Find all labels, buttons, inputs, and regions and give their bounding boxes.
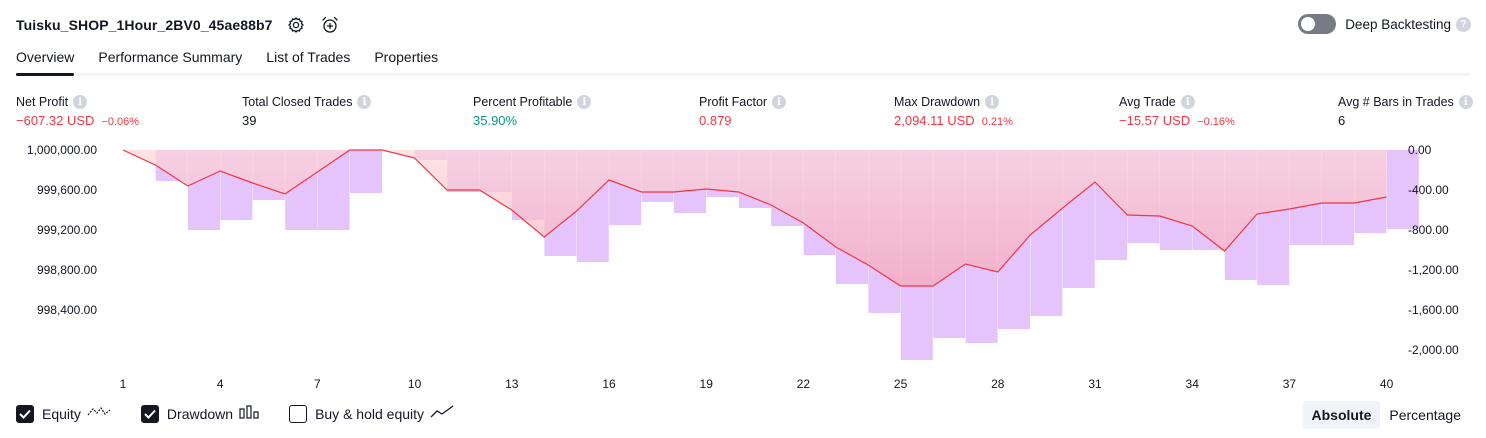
metric-label: Percent Profitable [473, 95, 573, 109]
strategy-title: Tuisku_SHOP_1Hour_2BV0_45ae88b7 [16, 17, 273, 33]
metric-label: Avg Trade [1119, 95, 1176, 109]
deep-backtesting-label: Deep Backtesting [1345, 16, 1451, 32]
equity-area [123, 150, 1387, 286]
right-axis-tick: -1,600.00 [1408, 303, 1459, 317]
metric-max-drawdown: Max Drawdown i 2,094.11 USD 0.21% [894, 94, 1013, 129]
x-axis-tick: 31 [1088, 377, 1102, 391]
right-axis-tick: -1,200.00 [1408, 263, 1459, 277]
x-axis-tick: 10 [408, 377, 422, 391]
metric-percent: −0.06% [101, 116, 140, 128]
tab-performance-summary[interactable]: Performance Summary [98, 49, 243, 65]
chart-legend: Equity Drawdown Buy & hold equity [16, 402, 484, 426]
metric-net-profit: Net Profit i −607.32 USD −0.06% [16, 94, 139, 129]
metric-label: Max Drawdown [894, 95, 981, 109]
metric-total-closed-trades: Total Closed Trades i 39 [242, 94, 372, 129]
x-axis-tick: 7 [314, 377, 321, 391]
left-axis-tick: 999,200.00 [37, 223, 97, 237]
metric-percent: 0.21% [981, 116, 1013, 128]
metric-profit-factor: Profit Factor i 0.879 [699, 94, 787, 129]
metric-label: Avg # Bars in Trades [1338, 95, 1454, 109]
x-axis-tick: 16 [602, 377, 616, 391]
metric-percent-profitable: Percent Profitable i 35.90% [473, 94, 592, 129]
x-axis-tick: 28 [991, 377, 1005, 391]
metric-value: 0.879 [699, 113, 732, 128]
trend-line-icon [430, 404, 454, 424]
right-axis-tick: 0.00 [1408, 143, 1432, 157]
tab-overview[interactable]: Overview [16, 44, 75, 76]
info-icon[interactable]: i [73, 95, 88, 109]
info-icon[interactable]: i [985, 95, 1000, 109]
left-axis-tick: 998,400.00 [37, 303, 97, 317]
checkbox-unchecked-icon[interactable] [289, 405, 308, 423]
metric-value: 35.90% [473, 113, 518, 128]
x-axis-tick: 34 [1186, 377, 1200, 391]
right-axis-tick: -400.00 [1408, 183, 1449, 197]
metric-percent: −0.16% [1197, 116, 1235, 128]
metric-avg-bars: Avg # Bars in Trades i 6 [1338, 94, 1473, 129]
line-icon [87, 405, 111, 424]
metric-avg-trade: Avg Trade i −15.57 USD −0.16% [1119, 94, 1235, 129]
x-axis-tick: 22 [797, 377, 811, 391]
metric-label: Net Profit [16, 95, 69, 109]
right-axis-tick: -2,000.00 [1408, 343, 1459, 357]
info-icon[interactable]: i [357, 95, 372, 109]
checkbox-checked-icon[interactable] [16, 405, 34, 423]
info-icon[interactable]: i [1180, 95, 1195, 109]
absolute-button[interactable]: Absolute [1302, 401, 1381, 429]
x-axis-tick: 40 [1380, 377, 1394, 391]
metric-value: −15.57 USD [1119, 113, 1191, 128]
deep-backtesting-toggle[interactable] [1298, 14, 1337, 34]
alarm-clock-add-icon[interactable] [319, 14, 341, 36]
metric-label: Profit Factor [699, 95, 768, 109]
metric-value: −607.32 USD [16, 113, 95, 128]
x-axis-tick: 4 [217, 377, 224, 391]
tab-list-of-trades[interactable]: List of Trades [266, 49, 351, 65]
left-axis-tick: 998,800.00 [37, 263, 97, 277]
report-header: Tuisku_SHOP_1Hour_2BV0_45ae88b7 [16, 12, 341, 38]
scale-toggle: Absolute Percentage [1302, 401, 1471, 429]
drawdown-bar [350, 150, 382, 193]
legend-label: Equity [42, 406, 81, 422]
legend-label: Drawdown [166, 406, 234, 422]
gear-icon[interactable] [285, 14, 307, 36]
metric-value: 6 [1338, 113, 1346, 128]
right-axis-tick: -800.00 [1408, 223, 1449, 237]
x-axis-tick: 1 [120, 377, 127, 391]
x-axis-tick: 13 [505, 377, 519, 391]
legend-drawdown[interactable]: Drawdown [140, 404, 259, 424]
info-icon[interactable]: i [772, 95, 787, 109]
metric-value: 39 [242, 113, 257, 128]
legend-label: Buy & hold equity [315, 406, 425, 422]
info-icon[interactable]: i [577, 95, 592, 109]
legend-buy-hold[interactable]: Buy & hold equity [289, 404, 454, 424]
left-axis-tick: 999,600.00 [37, 183, 97, 197]
metric-value: 2,094.11 USD [894, 113, 975, 128]
tabs-divider [16, 73, 1470, 76]
checkbox-checked-icon[interactable] [140, 405, 159, 423]
tab-bar: Overview Performance Summary List of Tra… [16, 44, 462, 76]
metric-label: Total Closed Trades [242, 95, 353, 109]
tab-properties[interactable]: Properties [374, 49, 439, 65]
bars-icon [239, 404, 259, 424]
x-axis-tick: 37 [1283, 377, 1297, 391]
x-axis-tick: 25 [894, 377, 908, 391]
percentage-button[interactable]: Percentage [1389, 407, 1461, 423]
deep-backtesting: Deep Backtesting ? [1298, 13, 1471, 35]
equity-drawdown-chart: 1,000,000.00 999,600.00 999,200.00 998,800.… [27, 143, 1459, 391]
info-icon[interactable]: i [1458, 95, 1473, 109]
legend-equity[interactable]: Equity [16, 405, 111, 424]
equity-line [122, 149, 1387, 287]
help-icon[interactable]: ? [1456, 16, 1471, 32]
drawdown-bar [1386, 150, 1419, 229]
left-axis-tick: 1,000,000.00 [27, 143, 97, 157]
x-axis-tick: 19 [700, 377, 714, 391]
